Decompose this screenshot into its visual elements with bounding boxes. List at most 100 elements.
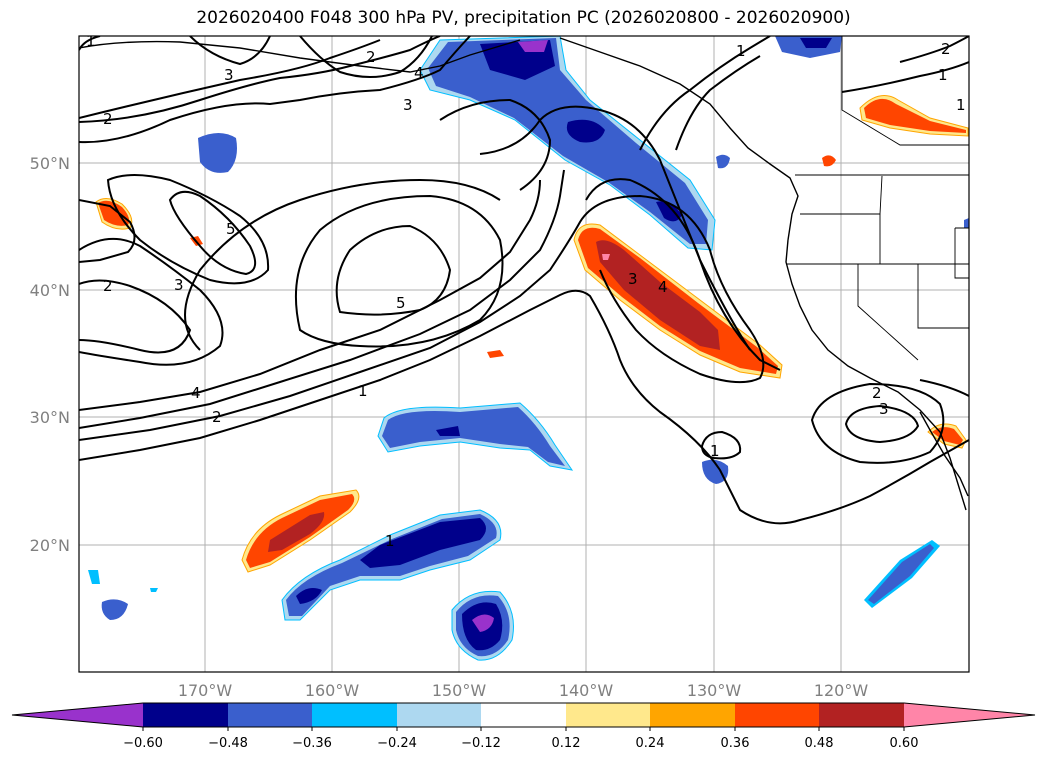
contour-label: 5 [226, 220, 236, 238]
colorbar-tick-label: 0.60 [890, 736, 919, 751]
pv-contour-closed-5b [168, 190, 257, 276]
contour-label: 2 [941, 40, 951, 58]
pv-contour-1-main [79, 289, 969, 525]
pv-contour-4-main [79, 179, 541, 411]
political-boundaries [787, 36, 969, 361]
pv-contour-se-1 [919, 379, 969, 397]
pv-contour-ne-2 [899, 36, 969, 63]
contour-label: 1 [956, 96, 966, 114]
colorbar-segment [312, 703, 397, 727]
precip-region-ne-red-core [864, 98, 966, 133]
state-border-az [954, 227, 969, 279]
contour-label: 1 [385, 532, 395, 550]
precip-region-south-blob-max [472, 614, 494, 632]
contour-label: 2 [103, 110, 113, 128]
pv-contour-closed-5a [335, 224, 452, 316]
precip-region-hawaii-north-red [268, 512, 325, 552]
contour-label: 2 [212, 408, 222, 426]
contour-label: 1 [938, 66, 948, 84]
precip-region-small-bc [716, 154, 730, 169]
coastline-baja [919, 411, 969, 497]
precip-region-hawaii-band-dark2 [296, 588, 322, 604]
coastlines [79, 37, 969, 511]
pv-contour-ridge-4 [639, 36, 771, 151]
pv-contour-north-1 [79, 39, 381, 119]
precip-region-ne-corner-dark [800, 38, 832, 48]
colorbar-tick-marks [142, 727, 905, 731]
contour-label: 3 [403, 96, 413, 114]
lon-label-140w: 140°W [559, 681, 614, 700]
pv-contour-small-1 [700, 430, 742, 460]
precip-region-130w-28n [702, 459, 729, 484]
precip-region-ar-band-red [596, 240, 720, 350]
colorbar-tick-label: −0.36 [292, 736, 332, 751]
precip-region-west-47n-core [98, 200, 130, 226]
contour-label: 5 [396, 294, 406, 312]
pv-contour-closed-4 [294, 194, 504, 348]
colorbar-segment [819, 703, 904, 727]
colorbar-tick-label: 0.48 [805, 736, 834, 751]
state-border-ca-nv [857, 264, 919, 361]
pv-contour-north-top [299, 36, 433, 78]
pv-contour-west-2 [79, 279, 192, 354]
lon-label-150w: 150°W [432, 681, 487, 700]
precip-region-ar-band-pink [602, 254, 610, 260]
pv-contour-se-2 [810, 382, 945, 464]
contour-label: 3 [879, 400, 889, 418]
colorbar-segment [481, 703, 566, 727]
pv-contour-north-2 [79, 36, 441, 123]
contour-label: 3 [174, 276, 184, 294]
pv-contour-closed-3 [184, 178, 501, 351]
lat-label-20n: 20°N [30, 536, 70, 555]
pv-contours [79, 36, 969, 525]
pv-contour-west-5 [79, 199, 136, 263]
colorbar-tick-label: −0.24 [377, 736, 417, 751]
contour-label: 4 [191, 384, 201, 402]
precip-region-gulf-alaska-dark3 [656, 201, 682, 222]
precip-region-se-band-core [868, 544, 934, 604]
precip-region-east-edge [964, 218, 969, 228]
colorbar-segment [397, 703, 481, 727]
lon-label-160w: 160°W [305, 681, 360, 700]
pv-contour-ridge-3 [585, 178, 781, 371]
pv-contour-2-main [79, 194, 765, 441]
contour-label: 3 [628, 270, 638, 288]
contour-label: 1 [710, 442, 720, 460]
colorbar-tick-label: 0.12 [552, 736, 581, 751]
colorbar-extend-left [12, 703, 143, 727]
contour-label: 2 [366, 48, 376, 66]
precip-region-30n-band-core [382, 407, 565, 466]
positive-precip-regions [95, 95, 969, 573]
precip-region-west-dot [150, 588, 158, 592]
map-frame-bg [79, 36, 969, 672]
contour-label: 1 [736, 42, 746, 60]
pv-contour-ne-1 [841, 61, 969, 93]
pv-contour-nw [79, 36, 101, 51]
contour-label: 4 [658, 278, 668, 296]
colorbar-tick-label: −0.12 [461, 736, 501, 751]
pv-contour-north-top2 [189, 36, 271, 66]
pv-contour-north-3 [79, 36, 471, 144]
colorbar-segment [228, 703, 312, 727]
lat-label-50n: 50°N [30, 154, 70, 173]
precip-region-gulf-alaska-dark2 [566, 119, 605, 143]
pv-contour-3-main [79, 169, 565, 429]
lat-label-30n: 30°N [30, 408, 70, 427]
colorbar: −0.60 −0.48 −0.36 −0.24 −0.12 0.12 0.24 … [11, 702, 1036, 751]
precip-region-170w-50n [198, 133, 237, 173]
precip-region-west-tiny [88, 570, 100, 584]
colorbar-tick-label: −0.48 [208, 736, 248, 751]
pv-contour-ridge-1 [439, 98, 552, 191]
colorbar-extend-right [904, 703, 1035, 727]
coastline-alaska [79, 39, 521, 73]
contour-label: 4 [414, 64, 424, 82]
precip-region-gulf-alaska-max [518, 40, 548, 52]
colorbar-tick-label: 0.36 [721, 736, 750, 751]
lat-label-40n: 40°N [30, 281, 70, 300]
coastline-us-west [785, 239, 967, 511]
contour-label: 2 [103, 277, 113, 295]
precip-region-tiny-orange2 [487, 350, 504, 358]
colorbar-segment [735, 703, 819, 727]
lon-label-120w: 120°W [814, 681, 869, 700]
